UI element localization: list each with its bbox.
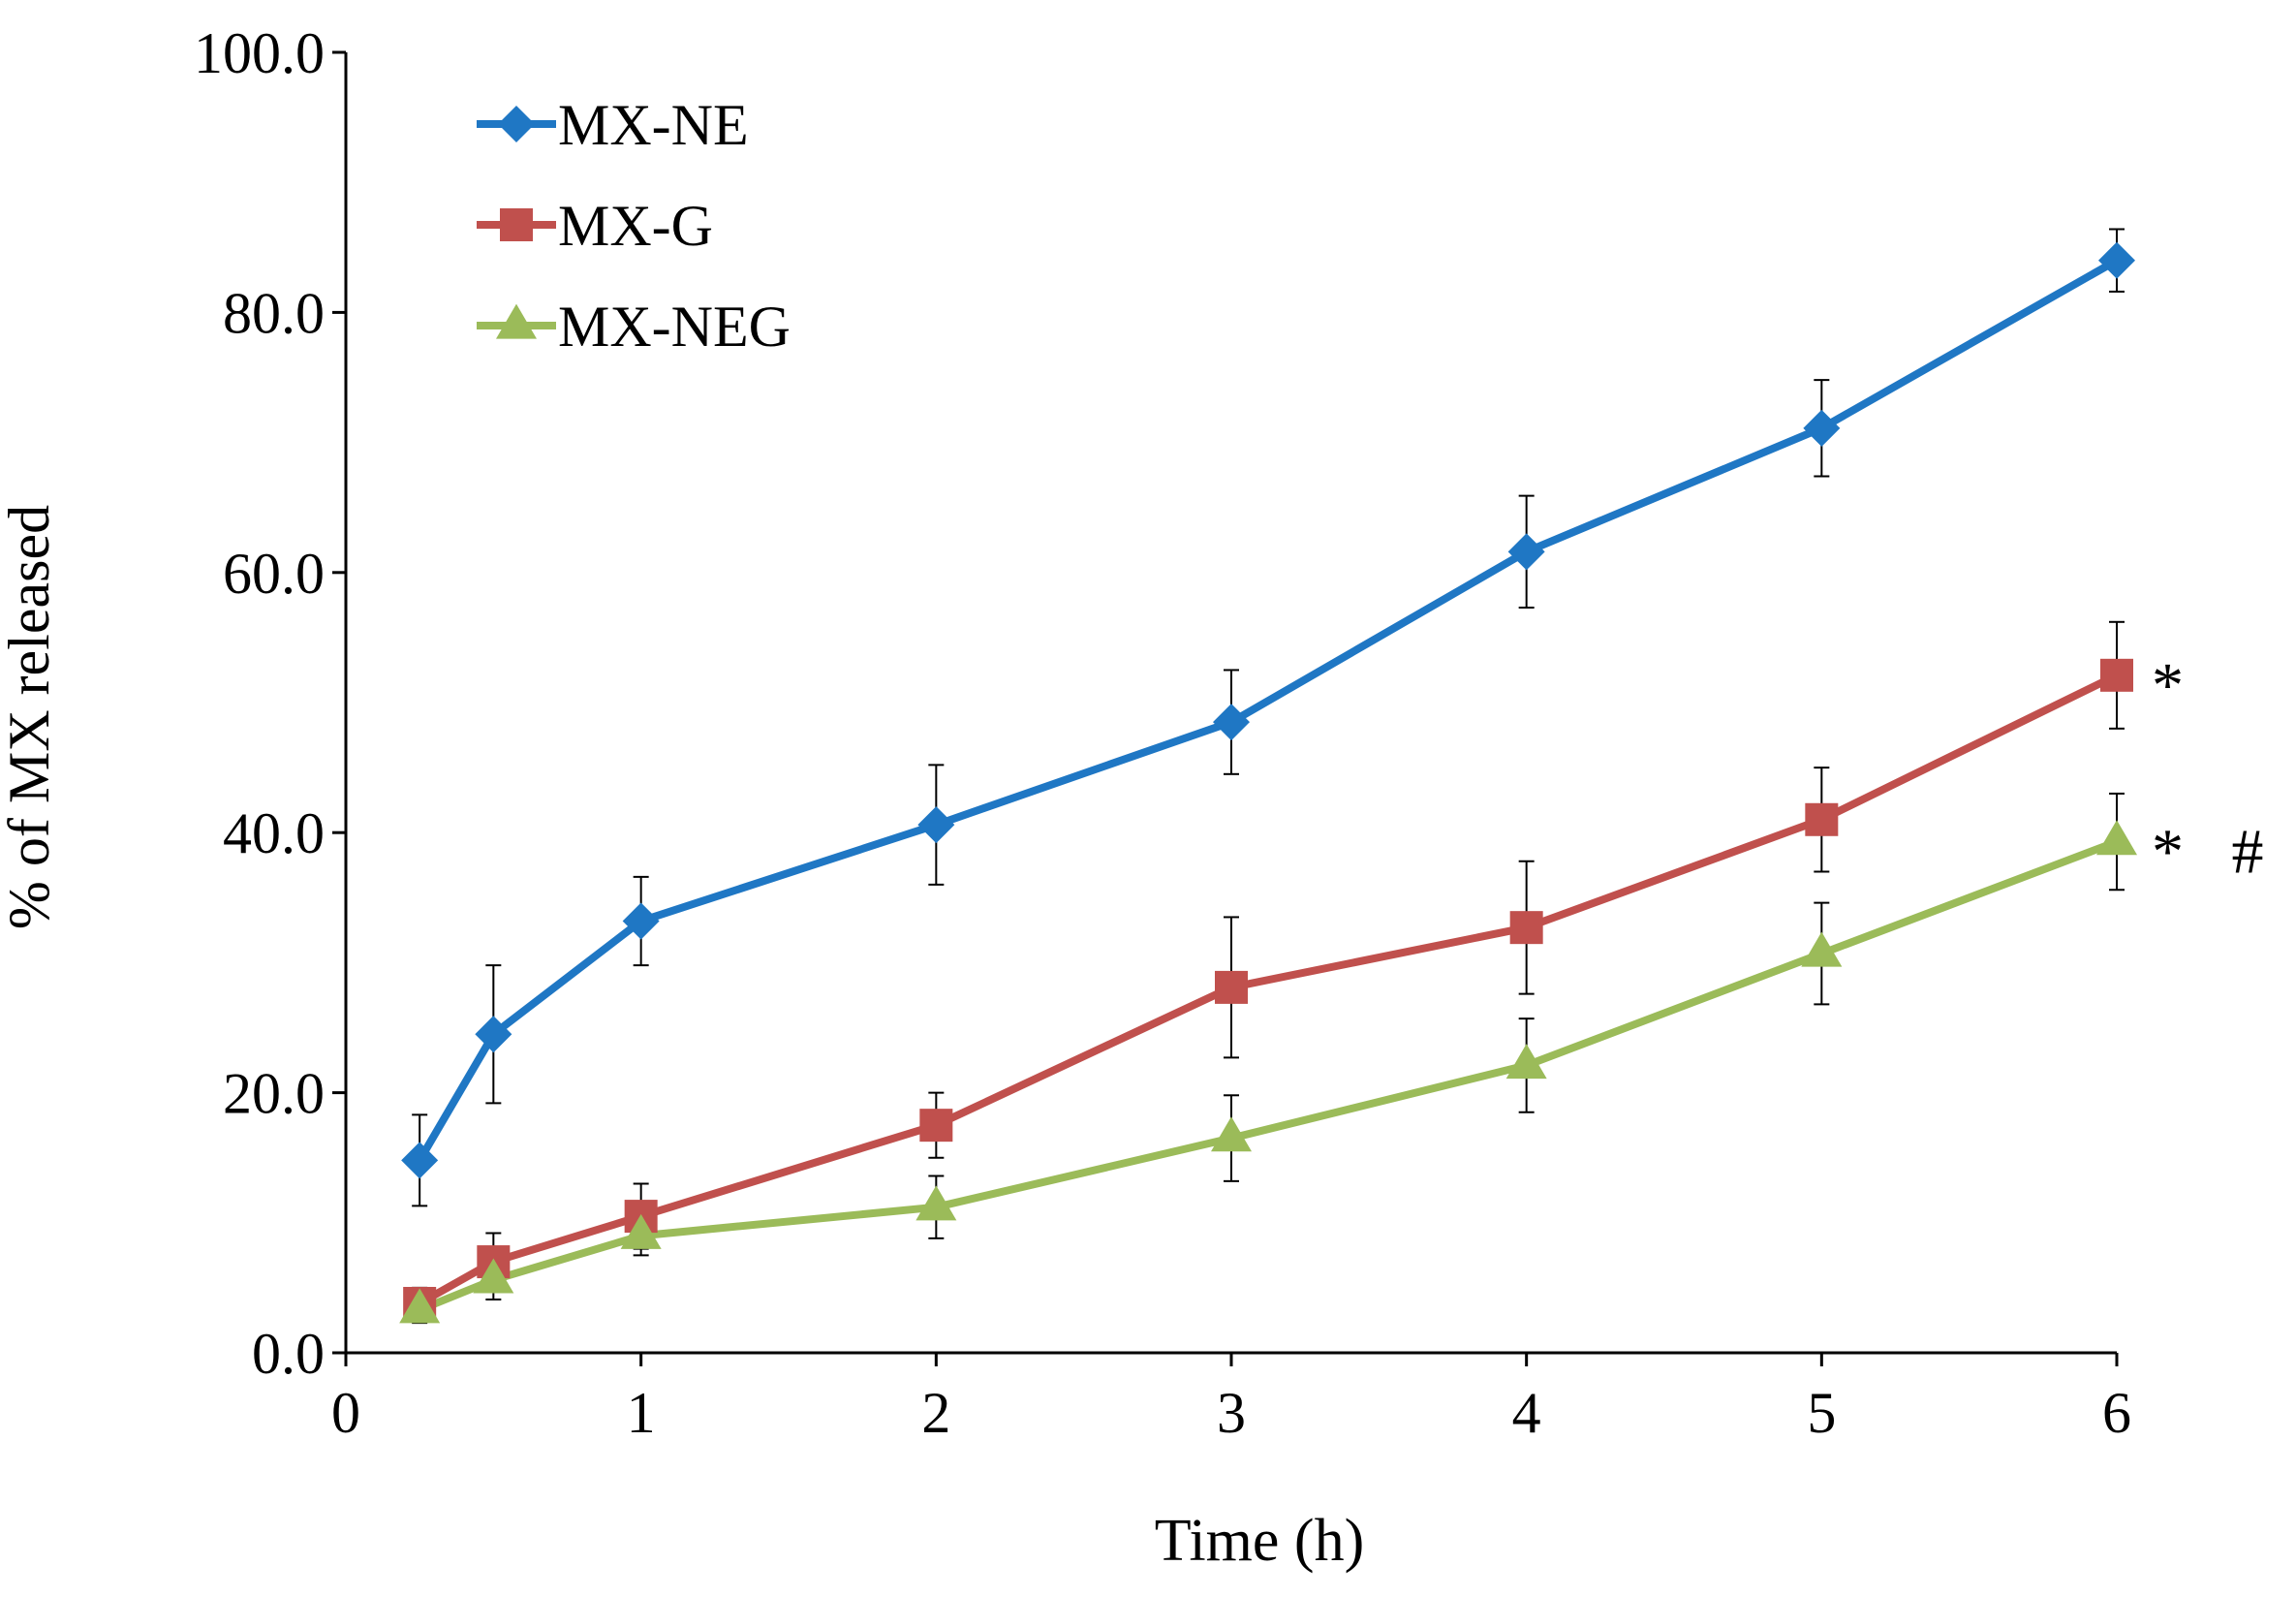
- x-tick-label: 4: [1512, 1381, 1541, 1445]
- x-axis-label: Time (h): [1155, 1508, 1364, 1574]
- significance-annotations: * * #: [2152, 650, 2264, 888]
- mx-neg-legend-marker: [496, 303, 537, 339]
- mx-g-legend-marker: [500, 208, 533, 241]
- mx-g-legend-label: MX-G: [558, 194, 713, 258]
- x-tick-label: 3: [1217, 1381, 1246, 1445]
- mx-ne-point: [475, 1016, 512, 1053]
- error-bars: [412, 228, 2125, 1325]
- mx-ne-point: [622, 902, 660, 940]
- x-tick-label: 0: [331, 1381, 360, 1445]
- x-tick-label: 2: [921, 1381, 950, 1445]
- x-tick-label: 5: [1807, 1381, 1836, 1445]
- y-tick-label: 0.0: [252, 1322, 325, 1386]
- mx-g-point: [1805, 802, 1839, 836]
- mx-ne-point: [1507, 533, 1545, 571]
- mx-g-annotation: *: [2152, 650, 2184, 721]
- mx-neg-series-line: [416, 837, 2121, 1314]
- mx-ne-point: [401, 1142, 439, 1179]
- mx-neg-legend-label: MX-NEG: [558, 295, 791, 359]
- y-tick-label: 100.0: [194, 21, 325, 85]
- axes: 0.0 20.0 40.0 60.0 80.0 100.0 0 1 2 3 4 5 6: [194, 21, 2131, 1445]
- legend: MX-NE MX-G MX-NEG: [477, 93, 791, 359]
- mx-neg-point: [2096, 820, 2137, 856]
- mx-g-point: [1509, 911, 1543, 945]
- y-tick-label: 80.0: [223, 281, 325, 345]
- y-tick-label: 40.0: [223, 801, 325, 865]
- mx-g-point: [2100, 658, 2133, 692]
- mx-ne-legend-marker: [498, 106, 535, 142]
- mx-ne-point: [917, 806, 955, 844]
- mx-neg-point: [620, 1213, 662, 1249]
- y-axis-label: % of MX released: [0, 505, 61, 929]
- mx-neg-annotation: * #: [2152, 817, 2264, 888]
- mx-neg-point: [1801, 931, 1843, 967]
- mx-g-point: [919, 1109, 953, 1143]
- mx-ne-series-line: [416, 256, 2121, 1165]
- mx-ne-point: [1803, 409, 1841, 447]
- y-tick-label: 20.0: [223, 1062, 325, 1126]
- x-tick-label: 1: [627, 1381, 656, 1445]
- x-tick-label: 6: [2102, 1381, 2131, 1445]
- mx-neg-point: [1505, 1044, 1547, 1080]
- mx-g-point: [1215, 970, 1248, 1004]
- series-lines: [416, 256, 2121, 1314]
- mx-neg-point: [473, 1258, 514, 1294]
- mx-ne-point: [1213, 704, 1250, 741]
- mx-neg-point: [399, 1288, 441, 1324]
- y-tick-label: 60.0: [223, 542, 325, 606]
- mx-ne-point: [2098, 241, 2135, 279]
- mx-neg-point: [915, 1185, 957, 1221]
- mx-g-series-line: [416, 671, 2121, 1308]
- mx-neg-point: [1211, 1116, 1252, 1152]
- series-markers: [399, 241, 2137, 1324]
- mx-ne-legend-label: MX-NE: [558, 93, 749, 157]
